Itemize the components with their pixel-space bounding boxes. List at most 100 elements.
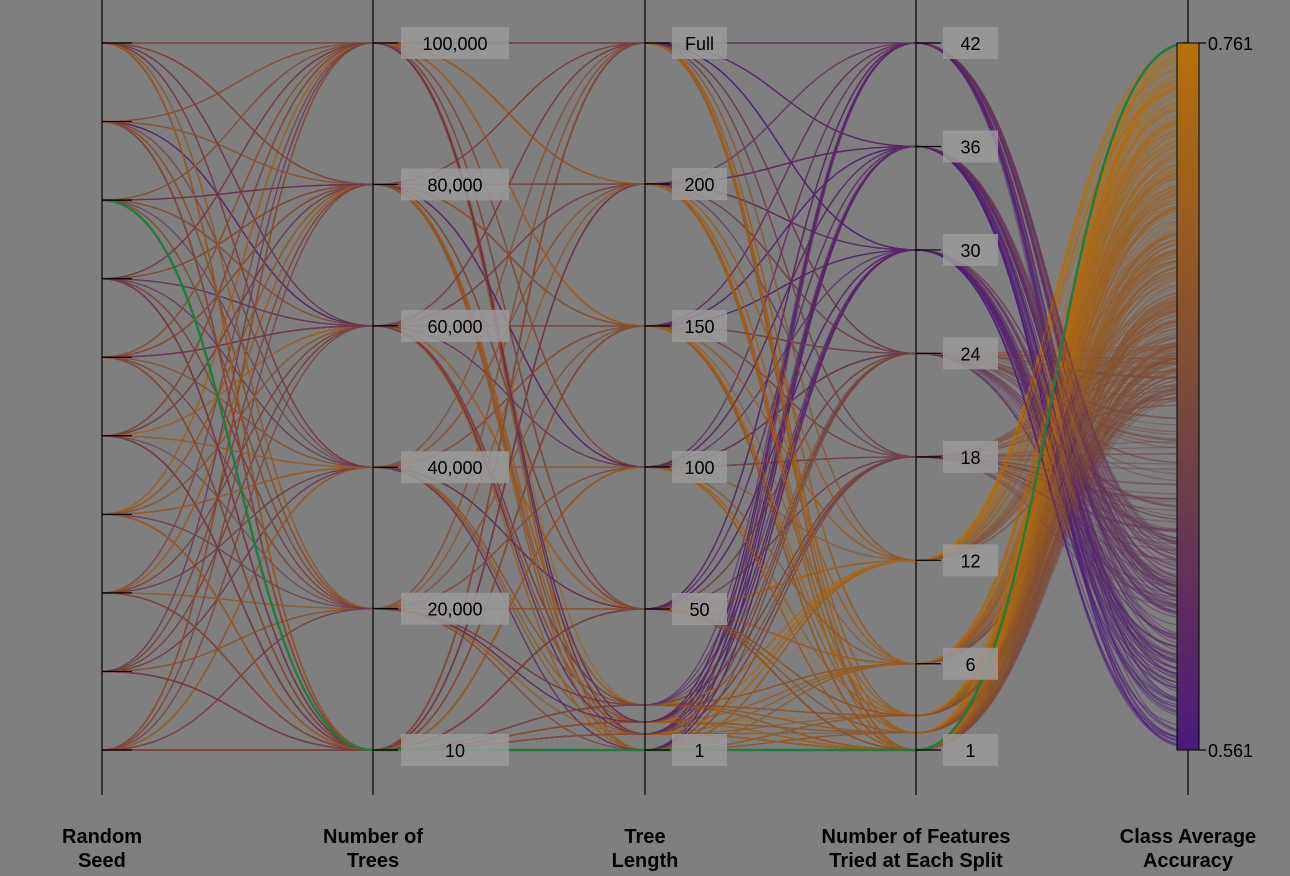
data-line — [101, 42, 1189, 751]
tick-label: 42 — [960, 34, 980, 54]
data-line — [101, 249, 1189, 751]
data-line — [101, 42, 1189, 751]
data-line — [101, 42, 1189, 751]
data-line — [101, 325, 1189, 475]
data-line — [101, 42, 1189, 751]
data-line — [101, 42, 1189, 751]
data-line — [101, 252, 1189, 751]
data-line — [101, 42, 1189, 401]
data-line — [101, 108, 1189, 723]
data-line — [101, 42, 1189, 751]
data-line — [101, 42, 1189, 734]
data-line — [101, 42, 1189, 751]
data-line — [102, 127, 1189, 751]
polylines-layer — [101, 42, 1189, 751]
data-line — [101, 55, 1189, 751]
data-line — [101, 242, 1189, 751]
data-line — [101, 42, 1189, 751]
data-line — [101, 343, 1189, 751]
tick-label: 80,000 — [427, 175, 482, 195]
data-line — [101, 84, 1189, 751]
data-line — [101, 145, 1189, 751]
tick-label-box — [943, 734, 998, 766]
data-line — [101, 183, 1189, 751]
data-line — [101, 42, 1189, 706]
tick-label: 1 — [965, 741, 975, 761]
data-line — [101, 139, 1189, 734]
data-line — [101, 42, 1189, 751]
data-line — [101, 206, 1189, 751]
data-line — [101, 277, 1189, 751]
data-line — [101, 42, 1189, 751]
data-line — [101, 154, 1189, 751]
tick-label: 36 — [960, 137, 980, 157]
data-line — [102, 297, 1189, 751]
data-line — [101, 120, 1189, 610]
data-line — [101, 42, 1189, 734]
tick-label-box — [672, 593, 727, 625]
data-line — [101, 183, 1189, 751]
data-line — [101, 42, 1189, 751]
data-line — [101, 42, 1189, 665]
data-line — [101, 42, 1189, 751]
data-line — [101, 167, 1189, 735]
data-line — [101, 42, 1189, 717]
axis-title: Number of Trees — [323, 826, 423, 872]
data-line — [101, 249, 1189, 751]
data-line — [101, 42, 1189, 751]
data-line — [101, 145, 1189, 751]
axis-seed: Random Seed — [62, 0, 142, 872]
data-line — [101, 183, 1189, 561]
data-line — [101, 307, 1189, 734]
data-line — [101, 42, 1189, 734]
data-line — [101, 130, 1189, 735]
data-line — [101, 42, 1189, 751]
tick-label: 150 — [684, 317, 714, 337]
data-line — [101, 120, 1189, 610]
data-line — [101, 42, 1189, 751]
data-line — [101, 145, 1189, 706]
data-line — [101, 258, 1189, 751]
axis-accuracy: 0.761 0.561 Class Average Accuracy — [1120, 0, 1256, 872]
data-line — [101, 249, 1189, 723]
data-line — [101, 42, 1189, 751]
data-line — [101, 42, 1189, 751]
tick-label-box — [943, 440, 998, 473]
data-line — [101, 42, 1189, 751]
data-line — [101, 133, 1189, 751]
data-line — [101, 42, 1189, 751]
data-line — [101, 137, 1189, 751]
data-line — [102, 363, 1189, 751]
data-line — [102, 145, 1189, 751]
tick-label: 18 — [960, 448, 980, 468]
data-line — [101, 199, 1189, 610]
data-line — [101, 42, 1189, 706]
data-line — [101, 150, 1189, 751]
tick-label-box — [401, 309, 509, 342]
data-line — [101, 42, 1189, 751]
data-line — [101, 42, 1189, 734]
data-line — [101, 42, 1189, 751]
tick-label-box — [401, 592, 509, 625]
tick-label-box — [943, 544, 998, 577]
colorbar-tick-label: 0.561 — [1208, 741, 1253, 761]
data-line — [101, 42, 1189, 706]
data-line — [101, 183, 1189, 751]
colorbar-tick-label: 0.761 — [1208, 34, 1253, 54]
data-line — [101, 145, 1189, 751]
data-line — [101, 42, 1189, 751]
data-line — [101, 143, 1189, 735]
data-line — [101, 42, 1189, 717]
tick-label-box — [943, 233, 998, 266]
data-line — [101, 48, 1189, 561]
data-line — [101, 120, 1189, 751]
data-line — [101, 42, 1189, 751]
data-line — [101, 42, 1189, 751]
data-line — [101, 249, 1189, 751]
tick-label: 30 — [960, 241, 980, 261]
data-line — [101, 145, 1189, 751]
data-line — [101, 42, 1189, 751]
data-line — [101, 42, 1189, 508]
tick-label-box — [672, 168, 727, 200]
